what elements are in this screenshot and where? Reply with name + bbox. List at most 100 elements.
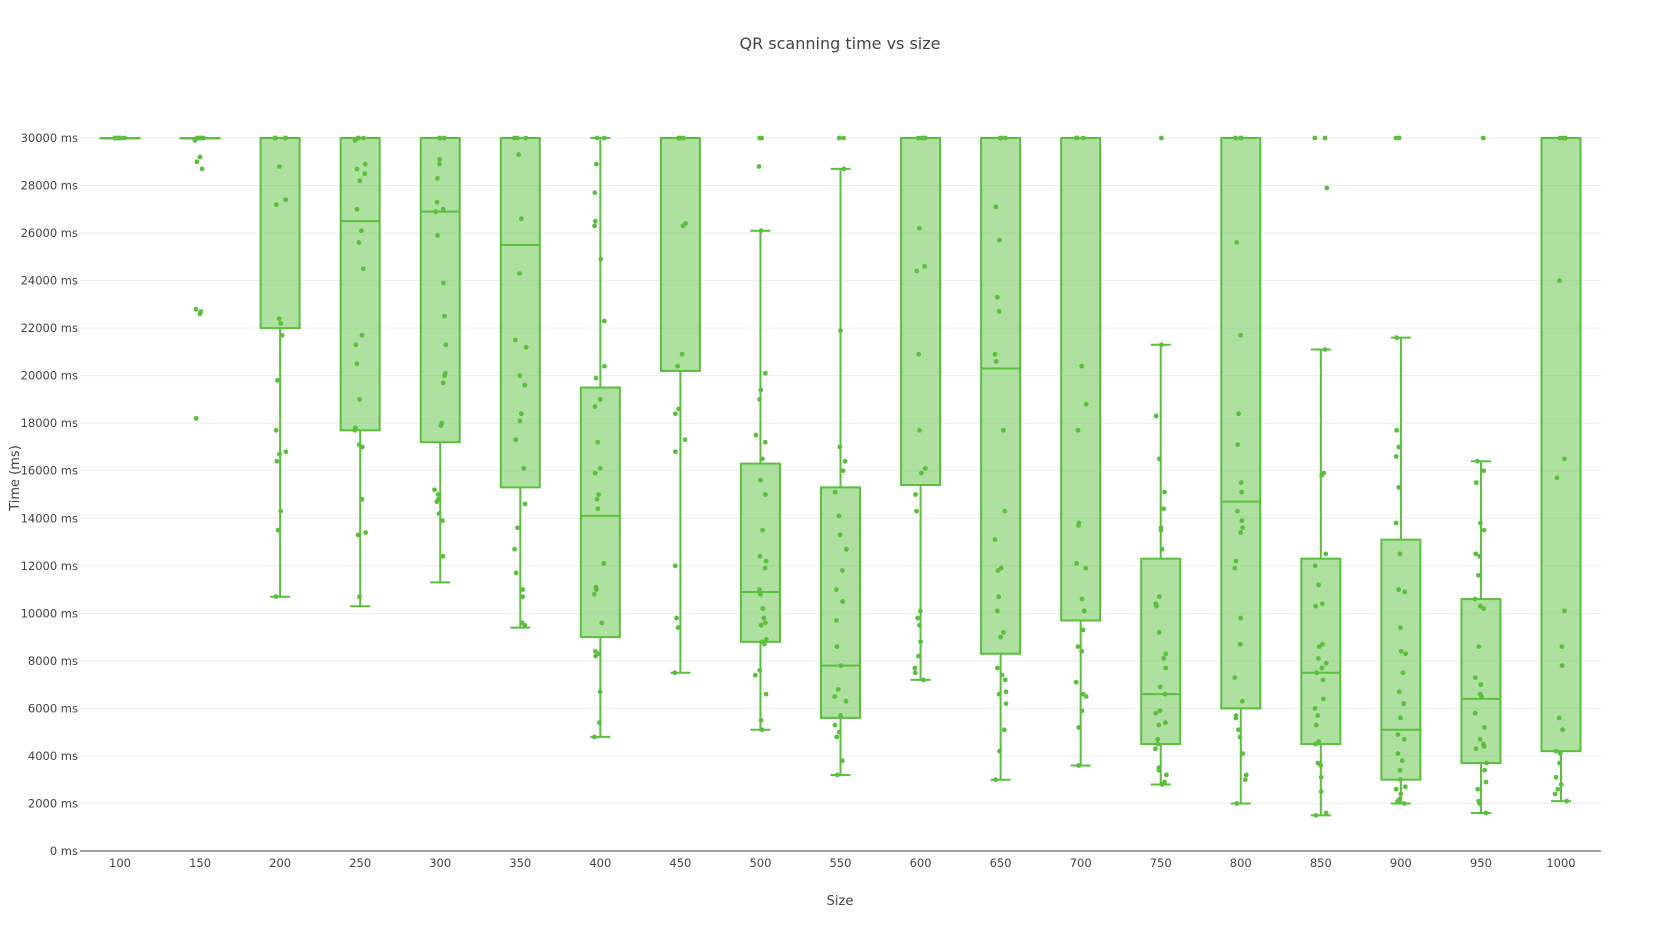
data-point xyxy=(838,663,844,669)
data-point xyxy=(1237,734,1243,740)
data-point xyxy=(1156,629,1162,635)
data-point xyxy=(1393,786,1399,792)
data-point xyxy=(360,266,366,272)
data-point xyxy=(762,492,768,497)
data-point xyxy=(1079,648,1085,654)
data-point xyxy=(601,318,607,324)
iqr-box xyxy=(739,462,781,643)
data-point xyxy=(1393,135,1399,141)
data-point xyxy=(993,359,999,364)
data-point xyxy=(1163,651,1169,657)
box-300 xyxy=(419,135,461,584)
data-point xyxy=(596,492,602,497)
x-tick-label: 200 xyxy=(269,856,291,870)
data-point xyxy=(1079,596,1085,602)
x-tick-label: 100 xyxy=(109,856,131,870)
data-point xyxy=(359,332,365,338)
y-tick-label: 12000 ms xyxy=(21,559,78,573)
data-point xyxy=(1316,582,1321,588)
data-point xyxy=(1157,708,1163,714)
data-point xyxy=(1562,608,1567,614)
data-point xyxy=(1481,468,1487,474)
data-point xyxy=(1073,679,1079,685)
data-point xyxy=(1396,444,1402,450)
data-point xyxy=(596,720,602,726)
data-point xyxy=(1319,601,1325,607)
data-point xyxy=(992,537,998,543)
data-point xyxy=(1395,798,1400,804)
data-point xyxy=(1477,553,1483,559)
data-point xyxy=(440,553,446,559)
data-point xyxy=(1313,812,1319,818)
box-700 xyxy=(1060,135,1102,768)
data-point xyxy=(1237,641,1243,647)
data-point xyxy=(515,525,520,531)
data-point xyxy=(834,772,840,778)
data-point xyxy=(357,397,362,402)
data-point xyxy=(841,135,846,141)
x-tick-label: 350 xyxy=(509,856,531,870)
data-point xyxy=(1319,665,1325,671)
data-point xyxy=(1157,456,1162,462)
iqr-box xyxy=(1140,557,1182,746)
box-500 xyxy=(739,135,781,733)
data-point xyxy=(434,176,440,181)
data-point xyxy=(592,223,597,229)
data-point xyxy=(512,337,518,343)
data-point xyxy=(842,458,848,464)
data-point xyxy=(1155,741,1161,747)
data-point xyxy=(840,568,845,573)
data-point xyxy=(355,532,361,538)
box-200 xyxy=(259,135,301,600)
data-point xyxy=(1076,725,1082,730)
data-point xyxy=(1161,506,1167,512)
data-point xyxy=(1075,427,1081,433)
data-point xyxy=(1401,701,1407,707)
data-point xyxy=(1233,715,1239,721)
data-point xyxy=(1560,727,1565,733)
data-point xyxy=(435,492,441,497)
data-point xyxy=(352,137,358,143)
chart-title: QR scanning time vs size xyxy=(740,34,941,53)
data-point xyxy=(676,406,682,412)
data-point xyxy=(1484,760,1489,766)
iqr-box xyxy=(1220,137,1262,710)
data-point xyxy=(1232,675,1238,680)
data-point xyxy=(117,135,123,141)
x-tick-label: 500 xyxy=(749,856,771,870)
data-point xyxy=(593,587,599,592)
data-point xyxy=(194,159,200,165)
x-tick-label: 650 xyxy=(990,856,1012,870)
data-point xyxy=(1563,135,1568,141)
data-point xyxy=(1557,751,1563,756)
data-point xyxy=(438,423,444,428)
data-point xyxy=(994,608,1000,614)
data-point xyxy=(832,489,838,495)
box-400 xyxy=(579,135,621,740)
data-point xyxy=(1239,489,1245,495)
data-point xyxy=(672,563,678,569)
x-tick-label: 850 xyxy=(1310,856,1332,870)
data-point xyxy=(276,316,282,322)
data-point xyxy=(836,513,842,519)
data-point xyxy=(1159,782,1165,787)
data-point xyxy=(994,294,1000,300)
data-point xyxy=(1564,798,1570,804)
data-point xyxy=(912,665,918,671)
data-point xyxy=(1398,715,1403,721)
box-series xyxy=(99,135,1582,818)
data-point xyxy=(1474,458,1480,464)
data-point xyxy=(522,382,528,388)
data-point xyxy=(1074,561,1079,566)
data-point xyxy=(1320,696,1326,702)
data-point xyxy=(442,373,447,379)
iqr-box xyxy=(900,137,942,486)
data-point xyxy=(520,594,526,600)
data-point xyxy=(1236,411,1241,417)
data-point xyxy=(1240,751,1246,756)
data-point xyxy=(516,152,521,158)
data-point xyxy=(760,527,765,533)
data-point xyxy=(993,777,999,783)
y-tick-label: 24000 ms xyxy=(21,274,78,288)
data-point xyxy=(437,156,443,162)
